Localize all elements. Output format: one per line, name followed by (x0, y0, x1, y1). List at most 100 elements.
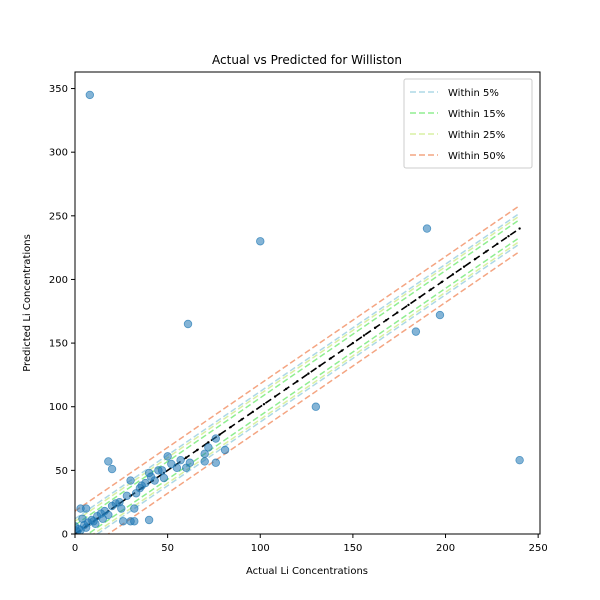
identity-marker (184, 456, 188, 459)
y-axis-label: Predicted Li Concentrations (22, 234, 33, 372)
data-point (200, 457, 209, 466)
identity-marker (385, 318, 388, 322)
x-axis-label: Actual Li Concentrations (246, 566, 368, 577)
y-tick-label: 150 (49, 339, 68, 350)
data-point (104, 510, 113, 520)
data-point (157, 466, 167, 475)
data-point (183, 319, 193, 329)
x-tick-label: 0 (72, 543, 78, 554)
data-point (130, 504, 139, 513)
legend-label-50: Within 50% (448, 151, 505, 162)
legend-label-25: Within 25% (448, 130, 505, 141)
data-point (126, 476, 135, 485)
identity-marker (362, 334, 366, 337)
identity-marker (373, 326, 377, 330)
band-line-50-lower (107, 250, 521, 534)
data-point (91, 519, 100, 529)
data-point (150, 476, 159, 485)
data-point (75, 522, 80, 531)
identity-marker (196, 448, 199, 452)
data-point (107, 501, 117, 511)
y-tick-label: 50 (55, 466, 68, 477)
identity-marker (240, 418, 243, 421)
data-point (176, 455, 185, 465)
identity-marker (518, 227, 521, 230)
data-point (107, 464, 117, 474)
legend-label-5: Within 5% (448, 88, 499, 99)
identity-marker (296, 380, 299, 383)
data-point (130, 517, 139, 526)
data-point (131, 489, 141, 498)
data-point (256, 237, 265, 246)
x-tick-label: 100 (251, 543, 270, 554)
identity-marker (273, 395, 277, 398)
data-point (115, 497, 124, 507)
legend: Within 5% Within 15% Within 25% Within 50% (403, 78, 533, 169)
identity-marker (351, 341, 355, 345)
data-point (144, 515, 154, 525)
identity-marker (229, 425, 232, 429)
y-tick-label: 250 (49, 211, 68, 222)
data-point (311, 402, 321, 411)
identity-marker (251, 410, 255, 414)
data-point (85, 90, 95, 100)
identity-marker (451, 273, 455, 276)
x-tick-label: 50 (161, 543, 174, 554)
y-tick-label: 200 (49, 275, 68, 286)
identity-marker (440, 280, 444, 284)
data-point (204, 443, 213, 452)
identity-marker (496, 242, 499, 246)
identity-marker (284, 387, 288, 391)
band-line-25-lower (92, 240, 521, 534)
data-point (435, 310, 445, 320)
identity-marker (429, 288, 432, 291)
data-point (159, 473, 169, 483)
data-point (211, 458, 220, 467)
data-point (515, 455, 524, 465)
band-line-5-upper (75, 212, 521, 520)
band-line-15-upper (75, 219, 521, 526)
data-point (163, 452, 172, 461)
band-line-25-upper (75, 215, 521, 522)
y-tick-label: 100 (49, 402, 68, 413)
data-point (422, 224, 432, 233)
band-line-15-lower (86, 236, 521, 534)
identity-marker (418, 296, 421, 299)
identity-marker (507, 234, 510, 238)
identity-marker (307, 372, 310, 375)
y-axis-ticks: 0 50 100 150 200 250 300 350 (49, 84, 75, 541)
legend-box (403, 78, 533, 169)
data-point (411, 327, 421, 336)
identity-marker (485, 250, 488, 253)
identity-marker (340, 349, 343, 352)
scatter-points (75, 90, 524, 534)
data-point (76, 504, 85, 513)
data-point (220, 445, 230, 455)
data-point (137, 481, 146, 490)
data-point (122, 491, 132, 501)
identity-marker (218, 433, 221, 436)
y-tick-label: 0 (62, 530, 68, 541)
data-point (81, 523, 91, 532)
x-axis-ticks: 0 50 100 150 200 250 (72, 534, 548, 554)
band-line-50-upper (75, 205, 521, 512)
data-point (200, 449, 209, 459)
identity-marker (396, 311, 399, 314)
legend-label-15: Within 15% (448, 109, 505, 120)
identity-marker (473, 257, 477, 261)
y-tick-label: 350 (49, 84, 68, 95)
data-point (78, 514, 87, 523)
identity-marker (207, 441, 210, 444)
data-point (96, 509, 106, 518)
data-point (118, 517, 128, 526)
identity-marker (462, 265, 466, 268)
x-tick-label: 150 (343, 543, 362, 554)
identity-marker (318, 364, 321, 368)
y-tick-label: 300 (49, 148, 68, 159)
identity-marker (329, 357, 332, 360)
data-point (211, 434, 220, 443)
chart-title: Actual vs Predicted for Williston (212, 53, 402, 67)
plot-frame (74, 71, 541, 535)
data-point (172, 463, 182, 473)
